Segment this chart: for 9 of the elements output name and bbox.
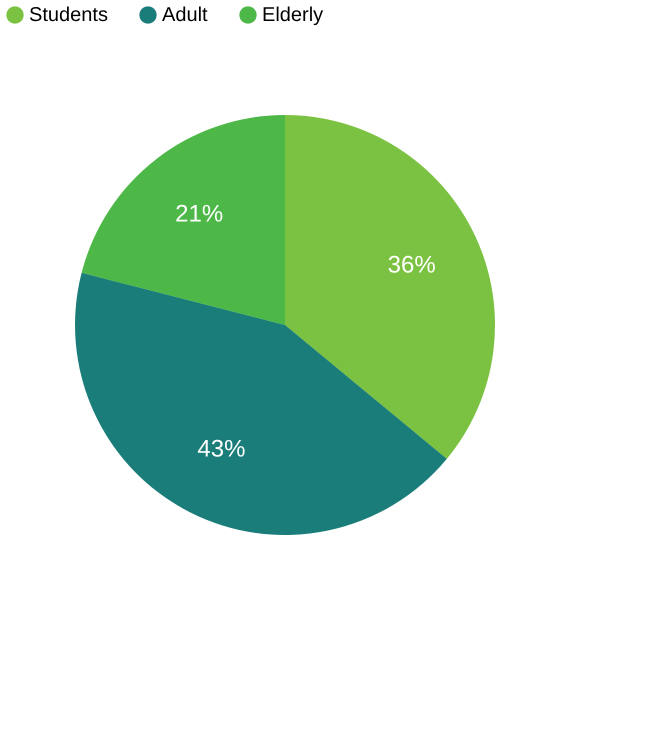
legend-label: Adult [162,4,208,26]
pie-slice [75,272,447,535]
legend-label: Students [29,4,108,26]
data-label: 36% [388,251,436,278]
pie-slice [285,115,495,459]
pie-slice [82,115,285,325]
data-label: 21% [175,200,224,228]
legend-label: Elderly [262,4,324,26]
data-label: 43% [197,436,246,463]
